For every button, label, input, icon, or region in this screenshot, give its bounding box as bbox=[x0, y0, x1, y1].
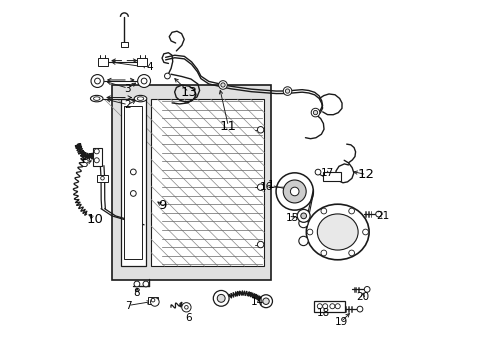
Circle shape bbox=[283, 180, 305, 203]
Circle shape bbox=[322, 304, 327, 309]
Ellipse shape bbox=[317, 214, 357, 250]
Text: 12: 12 bbox=[357, 168, 374, 181]
Text: 13: 13 bbox=[180, 86, 197, 99]
Circle shape bbox=[348, 208, 354, 214]
Circle shape bbox=[362, 229, 367, 235]
Circle shape bbox=[310, 108, 319, 117]
Bar bbox=[121, 99, 145, 266]
Circle shape bbox=[314, 169, 320, 175]
Circle shape bbox=[320, 250, 326, 256]
Circle shape bbox=[285, 89, 289, 93]
Circle shape bbox=[221, 83, 224, 87]
Circle shape bbox=[300, 213, 306, 219]
Circle shape bbox=[257, 127, 264, 133]
Bar bbox=[137, 58, 147, 66]
Text: 1: 1 bbox=[267, 180, 274, 190]
Circle shape bbox=[130, 190, 136, 196]
Bar bbox=[93, 148, 102, 166]
Text: 5: 5 bbox=[81, 159, 88, 169]
Bar bbox=[97, 175, 107, 182]
Circle shape bbox=[356, 306, 362, 312]
Text: 7: 7 bbox=[124, 301, 131, 311]
Circle shape bbox=[290, 187, 298, 196]
Circle shape bbox=[297, 210, 309, 222]
Circle shape bbox=[313, 111, 317, 115]
Circle shape bbox=[259, 295, 272, 308]
Circle shape bbox=[217, 294, 224, 302]
Bar bbox=[98, 58, 108, 66]
Circle shape bbox=[94, 78, 100, 84]
Circle shape bbox=[298, 236, 307, 246]
Text: 2: 2 bbox=[124, 100, 131, 110]
Bar bbox=[112, 85, 271, 280]
Ellipse shape bbox=[90, 95, 103, 102]
Text: 9: 9 bbox=[158, 199, 166, 212]
Text: 3: 3 bbox=[124, 84, 131, 94]
Bar bbox=[323, 172, 341, 181]
Circle shape bbox=[151, 298, 155, 302]
Circle shape bbox=[306, 229, 312, 235]
Text: 21: 21 bbox=[375, 211, 388, 221]
Circle shape bbox=[101, 176, 104, 180]
Bar bbox=[124, 107, 142, 259]
Circle shape bbox=[141, 78, 147, 84]
Circle shape bbox=[134, 281, 140, 287]
Ellipse shape bbox=[134, 95, 146, 102]
Circle shape bbox=[94, 149, 99, 154]
Text: 6: 6 bbox=[185, 313, 192, 323]
Circle shape bbox=[320, 208, 326, 214]
Circle shape bbox=[257, 184, 264, 190]
Text: 16: 16 bbox=[259, 182, 272, 192]
Text: 14: 14 bbox=[250, 297, 263, 307]
Circle shape bbox=[375, 211, 381, 217]
Circle shape bbox=[142, 281, 148, 287]
Circle shape bbox=[164, 73, 170, 79]
Ellipse shape bbox=[306, 204, 368, 260]
Text: 11: 11 bbox=[220, 120, 236, 133]
Circle shape bbox=[257, 241, 264, 248]
Circle shape bbox=[91, 75, 104, 87]
Text: 18: 18 bbox=[316, 308, 329, 318]
Circle shape bbox=[317, 304, 322, 309]
Circle shape bbox=[150, 298, 159, 306]
Circle shape bbox=[262, 298, 269, 305]
Circle shape bbox=[182, 303, 191, 312]
Bar bbox=[121, 42, 128, 47]
Circle shape bbox=[130, 169, 136, 175]
Circle shape bbox=[276, 173, 313, 210]
Circle shape bbox=[218, 81, 227, 89]
Circle shape bbox=[184, 306, 188, 309]
Ellipse shape bbox=[93, 97, 100, 100]
Bar bbox=[148, 297, 158, 304]
Text: 19: 19 bbox=[334, 317, 347, 327]
Text: 4: 4 bbox=[146, 62, 152, 72]
Circle shape bbox=[137, 75, 150, 87]
Circle shape bbox=[213, 291, 228, 306]
Circle shape bbox=[335, 304, 340, 309]
Bar bbox=[314, 301, 344, 312]
Circle shape bbox=[329, 304, 334, 309]
Circle shape bbox=[283, 87, 291, 95]
Circle shape bbox=[94, 158, 99, 163]
Circle shape bbox=[364, 287, 369, 292]
Text: 15: 15 bbox=[285, 213, 299, 222]
Circle shape bbox=[348, 250, 354, 256]
Text: 8: 8 bbox=[133, 288, 140, 298]
Text: 10: 10 bbox=[86, 213, 103, 226]
Text: 20: 20 bbox=[356, 292, 368, 302]
Bar bbox=[151, 99, 264, 266]
Circle shape bbox=[298, 219, 307, 228]
Text: 17: 17 bbox=[320, 168, 333, 178]
Ellipse shape bbox=[137, 97, 143, 100]
